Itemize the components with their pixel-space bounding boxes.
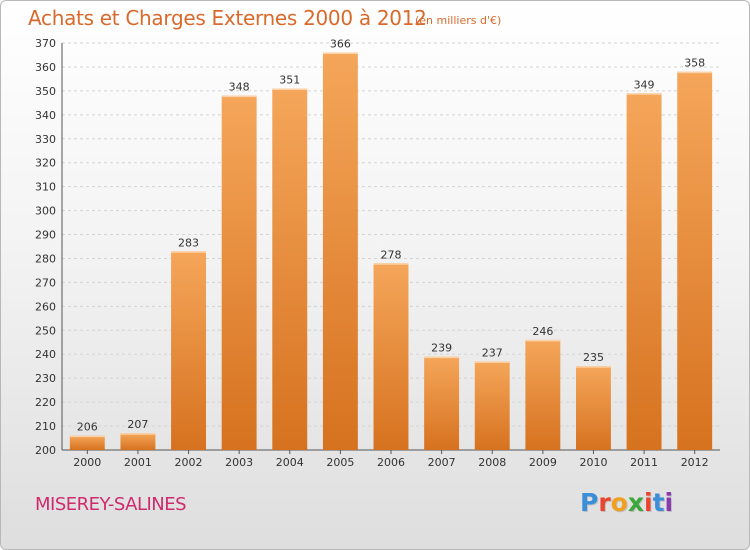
- y-tick-label: 340: [35, 109, 56, 122]
- data-label: 237: [482, 346, 503, 359]
- bars: [69, 52, 713, 451]
- logo-letter: i: [644, 488, 653, 517]
- bar-2012: [677, 71, 713, 451]
- data-label: 366: [330, 38, 351, 51]
- bar-2002: [171, 251, 207, 450]
- y-tick-label: 350: [35, 85, 56, 98]
- bar-highlight: [424, 356, 460, 359]
- bar-2003: [221, 95, 257, 450]
- y-tick-label: 220: [35, 396, 56, 409]
- bar-2005: [322, 52, 358, 450]
- y-tick-label: 260: [35, 300, 56, 313]
- y-tick-label: 280: [35, 252, 56, 265]
- y-tick-label: 210: [35, 420, 56, 433]
- x-tick-label: 2009: [529, 456, 557, 469]
- chart-title: Achats et Charges Externes 2000 à 2012: [28, 6, 427, 30]
- bar-highlight: [272, 88, 308, 90]
- data-label: 239: [431, 342, 452, 355]
- logo-letter: P: [580, 488, 599, 517]
- proxiti-logo[interactable]: Proxiti: [580, 488, 673, 517]
- logo-letter: t: [652, 488, 665, 517]
- x-tick-label: 2000: [73, 456, 101, 469]
- y-tick-label: 370: [35, 37, 56, 50]
- x-tick-label: 2003: [225, 456, 253, 469]
- bar-highlight: [171, 251, 207, 253]
- data-label: 348: [229, 81, 250, 94]
- data-label: 246: [532, 325, 553, 338]
- x-tick-label: 2002: [175, 456, 203, 469]
- data-label: 206: [77, 421, 98, 434]
- x-tick-label: 2012: [681, 456, 709, 469]
- data-label: 349: [634, 78, 655, 91]
- bar-highlight: [525, 339, 561, 342]
- x-tick-labels: 2000 2001 2002 2003 2004 2005 2006 2007 2008 2009…: [73, 450, 709, 469]
- bar-2008: [474, 361, 510, 450]
- data-label: 283: [178, 236, 199, 249]
- x-tick-label: 2004: [276, 456, 304, 469]
- y-tick-label: 360: [35, 61, 56, 74]
- x-tick-label: 2007: [428, 456, 456, 469]
- data-labels: 206 207 283 348 351 366 278 239 237 246 235 349 358: [77, 38, 705, 434]
- x-tick-label: 2011: [630, 456, 658, 469]
- bar-highlight: [120, 433, 156, 435]
- x-tick-label: 2006: [377, 456, 405, 469]
- y-tick-label: 240: [35, 348, 56, 361]
- y-tick-labels: 200 210 220 230 240 250 260 270 280 290 300 310 320 3…: [35, 37, 56, 457]
- place-name: MISEREY-SALINES: [35, 494, 187, 515]
- bar-2009: [525, 339, 561, 450]
- bar-highlight: [677, 71, 713, 74]
- bar-highlight: [575, 366, 611, 368]
- bar-highlight: [626, 93, 662, 95]
- bar-2010: [575, 366, 611, 450]
- x-tick-label: 2008: [478, 456, 506, 469]
- bar-highlight: [69, 435, 105, 438]
- y-tick-label: 300: [35, 205, 56, 218]
- data-label: 278: [381, 248, 402, 261]
- x-tick-label: 2001: [124, 456, 152, 469]
- data-label: 207: [127, 418, 148, 431]
- y-tick-label: 200: [35, 444, 56, 457]
- logo-letter: i: [664, 488, 674, 517]
- y-tick-label: 320: [35, 157, 56, 170]
- y-tick-label: 250: [35, 324, 56, 337]
- x-tick-label: 2010: [579, 456, 607, 469]
- bar-2001: [120, 433, 156, 450]
- bar-2011: [626, 93, 662, 450]
- bar-highlight: [221, 95, 257, 98]
- bar-2007: [424, 356, 460, 450]
- y-tick-label: 310: [35, 181, 56, 194]
- data-label: 351: [279, 73, 300, 86]
- bar-2000: [69, 435, 105, 450]
- bar-highlight: [322, 52, 358, 55]
- data-label: 235: [583, 351, 604, 364]
- y-tick-label: 330: [35, 133, 56, 146]
- bar-2006: [373, 263, 409, 450]
- bar-highlight: [373, 263, 409, 265]
- x-tick-label: 2005: [326, 456, 354, 469]
- logo-letter: o: [610, 488, 628, 517]
- bar-highlight: [474, 361, 510, 363]
- chart-subtitle: (en milliers d'€): [415, 14, 502, 27]
- logo-letter: x: [627, 488, 644, 517]
- y-tick-label: 290: [35, 229, 56, 242]
- data-label: 358: [684, 57, 705, 70]
- y-tick-label: 230: [35, 372, 56, 385]
- y-tick-label: 270: [35, 276, 56, 289]
- bar-2004: [272, 88, 308, 451]
- logo-letter: r: [598, 488, 611, 517]
